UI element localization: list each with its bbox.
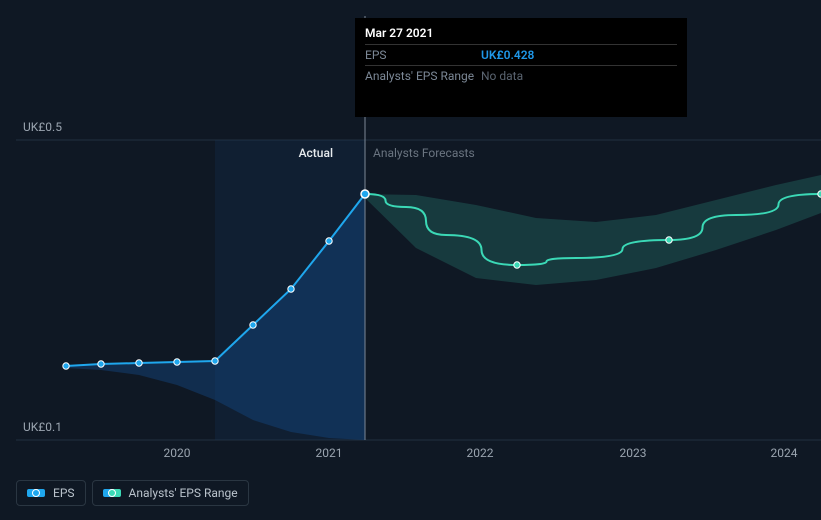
y-axis-label-bottom: UK£0.1 xyxy=(23,420,62,434)
chart-legend: EPS Analysts' EPS Range xyxy=(16,480,249,506)
legend-label: EPS xyxy=(53,486,75,500)
tooltip-row-range: Analysts' EPS Range No data xyxy=(365,66,677,109)
x-axis-label: 2022 xyxy=(467,446,494,460)
x-axis-label: 2021 xyxy=(316,446,343,460)
legend-item-range[interactable]: Analysts' EPS Range xyxy=(92,480,249,506)
legend-label: Analysts' EPS Range xyxy=(129,486,238,500)
region-label-actual: Actual xyxy=(299,146,333,160)
legend-item-eps[interactable]: EPS xyxy=(16,480,86,506)
y-axis-label-top: UK£0.5 xyxy=(23,120,62,134)
legend-swatch-icon xyxy=(27,489,45,497)
tooltip-value: UK£0.428 xyxy=(481,48,534,62)
eps-chart[interactable]: UK£0.5 UK£0.1 Actual Analysts Forecasts … xyxy=(16,0,805,460)
tooltip-label: Analysts' EPS Range xyxy=(365,69,481,83)
region-label-forecast: Analysts Forecasts xyxy=(373,146,475,160)
legend-swatch-icon xyxy=(103,489,121,497)
chart-tooltip: Mar 27 2021 EPS UK£0.428 Analysts' EPS R… xyxy=(355,18,687,117)
x-axis-label: 2024 xyxy=(771,446,798,460)
tooltip-value: No data xyxy=(481,69,523,83)
tooltip-row-eps: EPS UK£0.428 xyxy=(365,45,677,66)
tooltip-date: Mar 27 2021 xyxy=(365,26,677,45)
x-axis-label: 2020 xyxy=(164,446,191,460)
x-axis-label: 2023 xyxy=(620,446,647,460)
tooltip-label: EPS xyxy=(365,48,481,62)
